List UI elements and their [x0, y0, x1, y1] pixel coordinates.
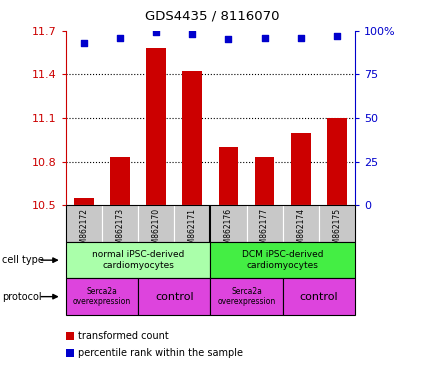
Text: control: control: [300, 291, 338, 302]
Text: GSM862172: GSM862172: [79, 209, 88, 254]
Text: Serca2a
overexpression: Serca2a overexpression: [217, 287, 276, 306]
Bar: [255, 157, 275, 205]
Bar: [174, 205, 210, 242]
Bar: [319, 205, 355, 242]
Bar: [283, 205, 319, 242]
Bar: [210, 278, 283, 315]
Text: GSM862170: GSM862170: [152, 209, 161, 255]
Bar: [146, 48, 166, 205]
Point: [298, 35, 304, 41]
Bar: [291, 132, 311, 205]
Text: GSM862177: GSM862177: [260, 209, 269, 255]
Text: percentile rank within the sample: percentile rank within the sample: [78, 348, 243, 358]
Point: [153, 30, 160, 36]
Bar: [327, 118, 347, 205]
Text: DCM iPSC-derived
cardiomyocytes: DCM iPSC-derived cardiomyocytes: [242, 250, 323, 270]
Bar: [210, 242, 355, 278]
Text: control: control: [155, 291, 193, 302]
Bar: [110, 157, 130, 205]
Bar: [210, 205, 246, 242]
Bar: [218, 147, 238, 205]
Bar: [102, 205, 138, 242]
Bar: [66, 205, 102, 242]
Text: GSM862173: GSM862173: [116, 209, 125, 255]
Text: GSM862176: GSM862176: [224, 209, 233, 255]
Text: protocol: protocol: [2, 291, 42, 302]
Text: transformed count: transformed count: [78, 331, 169, 341]
Text: Serca2a
overexpression: Serca2a overexpression: [73, 287, 131, 306]
Point: [80, 40, 88, 46]
Bar: [66, 242, 210, 278]
Bar: [138, 278, 210, 315]
Text: GSM862175: GSM862175: [332, 209, 341, 255]
Text: GDS4435 / 8116070: GDS4435 / 8116070: [145, 10, 280, 23]
Text: normal iPSC-derived
cardiomyocytes: normal iPSC-derived cardiomyocytes: [92, 250, 184, 270]
Point: [116, 35, 123, 41]
Bar: [182, 71, 202, 205]
Bar: [246, 205, 283, 242]
Point: [225, 36, 232, 43]
Bar: [283, 278, 355, 315]
Point: [334, 33, 340, 39]
Bar: [138, 205, 174, 242]
Bar: [74, 198, 94, 205]
Text: GSM862174: GSM862174: [296, 209, 305, 255]
Point: [261, 35, 268, 41]
Bar: [66, 278, 138, 315]
Point: [189, 31, 196, 37]
Text: GSM862171: GSM862171: [188, 209, 197, 254]
Text: cell type: cell type: [2, 255, 44, 265]
